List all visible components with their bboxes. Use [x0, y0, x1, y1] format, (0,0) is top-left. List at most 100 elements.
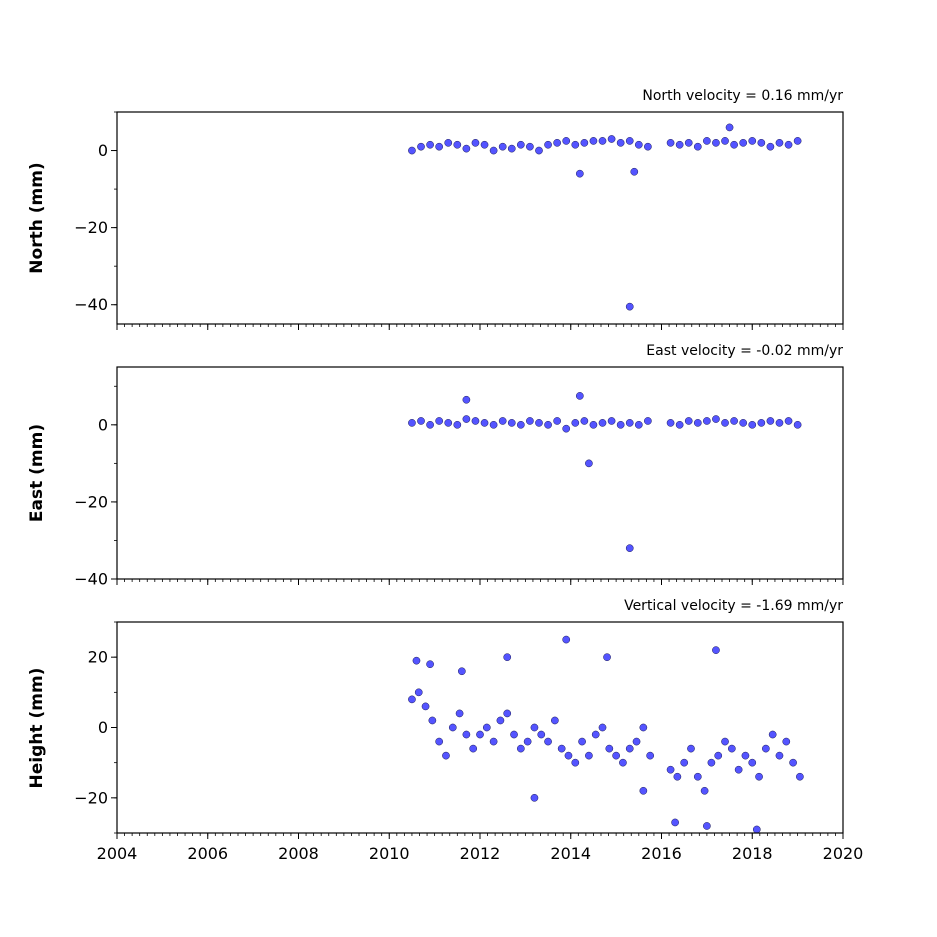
height-data-point [503, 653, 512, 662]
height-data-point [734, 765, 743, 774]
north-data-point [408, 146, 416, 155]
east-data-point [516, 420, 525, 429]
north-data-point [725, 123, 734, 132]
height-data-point [564, 751, 573, 760]
height-data-point [523, 737, 532, 746]
height-data-point [530, 793, 539, 802]
east-data-point [775, 419, 784, 427]
height-data-point [530, 723, 539, 732]
north-data-point [766, 142, 775, 151]
height-x-tick-label: 2014 [550, 844, 591, 863]
height-data-point [544, 737, 552, 746]
height-data-point [625, 744, 634, 753]
height-data-point [687, 744, 695, 753]
north-data-point [444, 138, 453, 147]
north-data-point [625, 302, 634, 311]
height-x-tick-label: 2006 [187, 844, 228, 863]
height-data-point [482, 723, 491, 732]
east-data-point [435, 417, 444, 425]
height-x-tick-label: 2004 [97, 844, 138, 863]
north-data-point [616, 138, 625, 147]
east-data-point [453, 420, 462, 429]
north-data-point [571, 140, 580, 149]
height-data-point [503, 709, 512, 718]
east-data-point [553, 417, 561, 425]
east-data-point [634, 420, 643, 429]
north-data-point [580, 138, 589, 147]
east-data-point [616, 420, 625, 429]
east-data-point [462, 395, 471, 404]
north-velocity-title: North velocity = 0.16 mm/yr [642, 88, 843, 104]
height-data-point [768, 730, 777, 739]
east-plot-frame [116, 366, 844, 580]
east-data-point [739, 419, 748, 427]
north-data-point [666, 138, 675, 147]
east-data-point [721, 419, 729, 427]
height-data-point [700, 786, 709, 795]
height-data-point [496, 716, 505, 725]
height-y-tick-label: 20 [88, 648, 108, 667]
height-data-point [426, 660, 434, 669]
north-data-point [703, 137, 711, 145]
height-data-point [671, 818, 679, 827]
height-plot-frame [116, 621, 844, 834]
east-data-point [625, 419, 634, 427]
east-data-point [675, 420, 684, 429]
east-data-point [730, 417, 738, 425]
height-data-point [571, 758, 580, 767]
height-data-point [775, 751, 784, 760]
east-data-point [580, 417, 589, 425]
height-data-point [789, 758, 797, 767]
height-data-point [462, 730, 471, 739]
north-data-point [589, 137, 598, 145]
height-data-point [721, 737, 729, 746]
height-data-point [748, 758, 757, 767]
east-y-tick-label: −40 [74, 570, 108, 589]
height-data-point [755, 772, 763, 781]
height-data-point [680, 758, 689, 767]
east-data-point [607, 417, 616, 425]
height-data-point [639, 786, 648, 795]
height-data-point [557, 744, 566, 753]
east-data-point [575, 392, 584, 400]
height-x-tick-label: 2008 [278, 844, 319, 863]
east-data-point [462, 415, 471, 423]
north-axis-label: North (mm) [27, 162, 47, 273]
height-data-point [796, 772, 804, 781]
east-data-point [703, 417, 711, 425]
north-data-point [453, 140, 462, 149]
east-ticks: 0 −20 −40 [74, 385, 844, 589]
height-x-tick-label: 2020 [823, 844, 864, 863]
height-data-point [598, 723, 607, 732]
north-data-point [721, 137, 729, 145]
east-panel: East velocity = -0.02 mm/yr East (mm) 0 −… [27, 343, 844, 589]
height-data-point [673, 772, 682, 781]
height-data-point [537, 730, 546, 739]
east-data-point [693, 419, 702, 427]
north-y-tick-label: 0 [98, 141, 108, 160]
north-data-point [607, 135, 616, 143]
height-data-point [712, 646, 720, 654]
height-data-point [562, 635, 571, 644]
east-data-point [408, 419, 416, 427]
north-data-point [684, 138, 693, 147]
east-data-point [571, 419, 580, 427]
east-data-point [644, 417, 652, 425]
height-data-point [489, 737, 498, 746]
east-data-point [417, 417, 425, 425]
east-data-point [585, 459, 593, 468]
east-data-point [666, 419, 675, 427]
north-y-tick-label: −20 [74, 218, 108, 237]
east-data-point [471, 417, 480, 425]
height-data-point [476, 730, 484, 739]
north-data-point [730, 140, 738, 149]
height-data-point [714, 751, 723, 760]
height-data-point [612, 751, 620, 760]
north-data-point [535, 146, 543, 155]
north-data-point [417, 142, 425, 151]
height-data-point [741, 751, 750, 760]
north-data-point [435, 142, 444, 151]
east-data-point [498, 417, 507, 425]
height-panel: Vertical velocity = -1.69 mm/yr Height (… [27, 598, 863, 863]
east-data-point [793, 420, 802, 429]
